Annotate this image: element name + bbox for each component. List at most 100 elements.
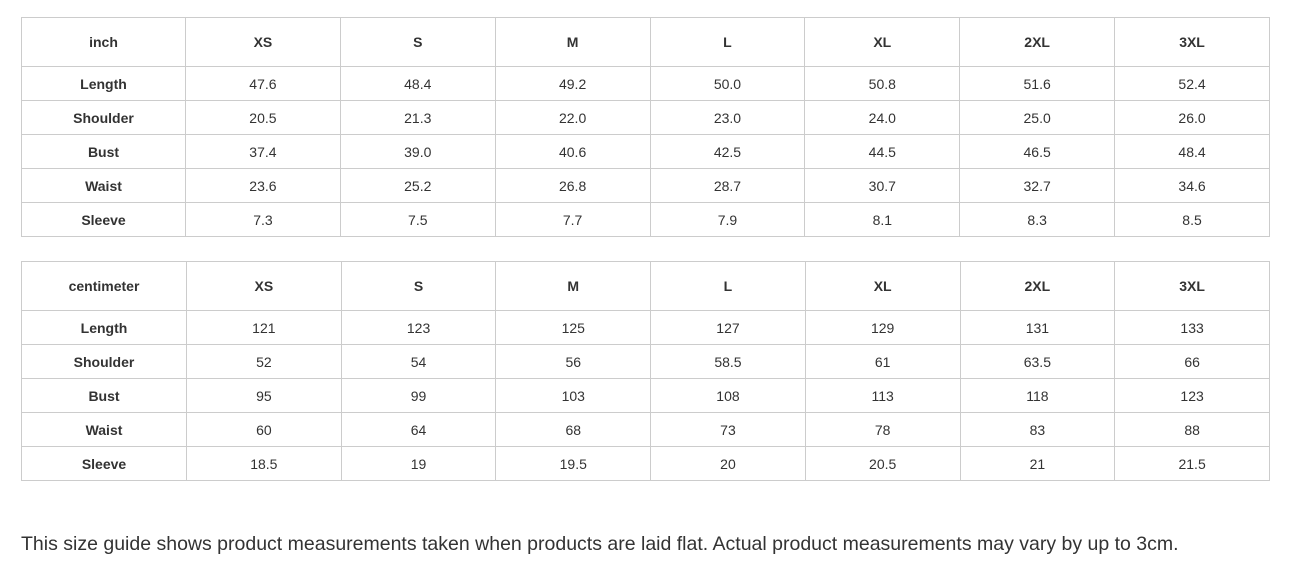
measurement-cell: 18.5 <box>186 446 342 481</box>
unit-header: inch <box>21 17 186 67</box>
size-header: 2XL <box>959 261 1116 311</box>
row-label: Length <box>21 310 187 345</box>
measurement-cell: 83 <box>959 412 1116 447</box>
measurement-cell: 123 <box>340 310 497 345</box>
size-header: M <box>495 261 652 311</box>
measurement-cell: 58.5 <box>650 344 806 379</box>
measurement-cell: 99 <box>340 378 497 413</box>
measurement-cell: 46.5 <box>959 134 1116 169</box>
size-header: M <box>494 17 651 67</box>
table-row: Sleeve 7.3 7.5 7.7 7.9 8.1 8.3 8.5 <box>21 202 1270 237</box>
size-header: XL <box>804 17 961 67</box>
measurement-cell: 129 <box>804 310 961 345</box>
size-header: L <box>650 261 806 311</box>
measurement-cell: 123 <box>1114 378 1270 413</box>
measurement-cell: 56 <box>495 344 652 379</box>
table-row: Bust 37.4 39.0 40.6 42.5 44.5 46.5 48.4 <box>21 134 1270 169</box>
measurement-cell: 20.5 <box>804 446 961 481</box>
table-row: Length 47.6 48.4 49.2 50.0 50.8 51.6 52.4 <box>21 66 1270 101</box>
measurement-cell: 68 <box>495 412 652 447</box>
size-header: XS <box>185 17 341 67</box>
measurement-cell: 63.5 <box>959 344 1116 379</box>
measurement-cell: 25.0 <box>959 100 1116 135</box>
measurement-cell: 8.3 <box>959 202 1116 237</box>
measurement-cell: 103 <box>495 378 652 413</box>
measurement-cell: 24.0 <box>804 100 961 135</box>
size-header: S <box>340 261 497 311</box>
measurement-cell: 26.0 <box>1114 100 1270 135</box>
measurement-cell: 48.4 <box>1114 134 1270 169</box>
row-label: Waist <box>21 412 187 447</box>
measurement-cell: 47.6 <box>185 66 341 101</box>
measurement-cell: 108 <box>650 378 806 413</box>
measurement-cell: 73 <box>650 412 806 447</box>
measurement-cell: 61 <box>804 344 961 379</box>
measurement-cell: 64 <box>340 412 497 447</box>
measurement-cell: 7.5 <box>339 202 496 237</box>
measurement-cell: 23.0 <box>649 100 806 135</box>
measurement-cell: 8.1 <box>804 202 961 237</box>
measurement-cell: 34.6 <box>1114 168 1270 203</box>
measurement-cell: 60 <box>186 412 342 447</box>
measurement-cell: 48.4 <box>339 66 496 101</box>
measurement-cell: 50.0 <box>649 66 806 101</box>
table-row: Shoulder 52 54 56 58.5 61 63.5 66 <box>21 344 1270 379</box>
measurement-cell: 19 <box>340 446 497 481</box>
measurement-cell: 37.4 <box>185 134 341 169</box>
measurement-cell: 21.5 <box>1114 446 1270 481</box>
measurement-cell: 21.3 <box>339 100 496 135</box>
row-label: Length <box>21 66 186 101</box>
measurement-cell: 22.0 <box>494 100 651 135</box>
measurement-cell: 49.2 <box>494 66 651 101</box>
measurement-cell: 121 <box>186 310 342 345</box>
table-row: Bust 95 99 103 108 113 118 123 <box>21 378 1270 413</box>
measurement-cell: 30.7 <box>804 168 961 203</box>
measurement-cell: 7.9 <box>649 202 806 237</box>
row-label: Shoulder <box>21 344 187 379</box>
measurement-cell: 44.5 <box>804 134 961 169</box>
measurement-cell: 95 <box>186 378 342 413</box>
header-row: inch XS S M L XL 2XL 3XL <box>21 17 1270 67</box>
measurement-cell: 21 <box>959 446 1116 481</box>
measurement-cell: 52.4 <box>1114 66 1270 101</box>
row-label: Bust <box>21 134 186 169</box>
table-row: Sleeve 18.5 19 19.5 20 20.5 21 21.5 <box>21 446 1270 481</box>
table-row: Waist 60 64 68 73 78 83 88 <box>21 412 1270 447</box>
measurement-cell: 66 <box>1114 344 1270 379</box>
size-header: 2XL <box>959 17 1116 67</box>
measurement-cell: 20 <box>650 446 806 481</box>
row-label: Waist <box>21 168 186 203</box>
measurement-cell: 7.7 <box>494 202 651 237</box>
measurement-cell: 54 <box>340 344 497 379</box>
centimeter-size-table: centimeter XS S M L XL 2XL 3XL Length 121 123 125 12… <box>21 261 1270 481</box>
table-row: Length 121 123 125 127 129 131 133 <box>21 310 1270 345</box>
size-guide-note: This size guide shows product measuremen… <box>21 533 1179 555</box>
measurement-cell: 40.6 <box>494 134 651 169</box>
measurement-cell: 28.7 <box>649 168 806 203</box>
row-label: Shoulder <box>21 100 186 135</box>
size-header: 3XL <box>1114 17 1270 67</box>
unit-header: centimeter <box>21 261 187 311</box>
measurement-cell: 133 <box>1114 310 1270 345</box>
measurement-cell: 118 <box>959 378 1116 413</box>
measurement-cell: 127 <box>650 310 806 345</box>
table-row: Waist 23.6 25.2 26.8 28.7 30.7 32.7 34.6 <box>21 168 1270 203</box>
measurement-cell: 78 <box>804 412 961 447</box>
measurement-cell: 88 <box>1114 412 1270 447</box>
measurement-cell: 8.5 <box>1114 202 1270 237</box>
measurement-cell: 20.5 <box>185 100 341 135</box>
row-label: Sleeve <box>21 446 187 481</box>
measurement-cell: 113 <box>804 378 961 413</box>
measurement-cell: 32.7 <box>959 168 1116 203</box>
measurement-cell: 125 <box>495 310 652 345</box>
measurement-cell: 19.5 <box>495 446 652 481</box>
measurement-cell: 7.3 <box>185 202 341 237</box>
measurement-cell: 25.2 <box>339 168 496 203</box>
size-header: XL <box>804 261 961 311</box>
size-header: S <box>339 17 496 67</box>
measurement-cell: 42.5 <box>649 134 806 169</box>
measurement-cell: 131 <box>959 310 1116 345</box>
size-header: 3XL <box>1114 261 1270 311</box>
size-header: L <box>649 17 806 67</box>
measurement-cell: 52 <box>186 344 342 379</box>
